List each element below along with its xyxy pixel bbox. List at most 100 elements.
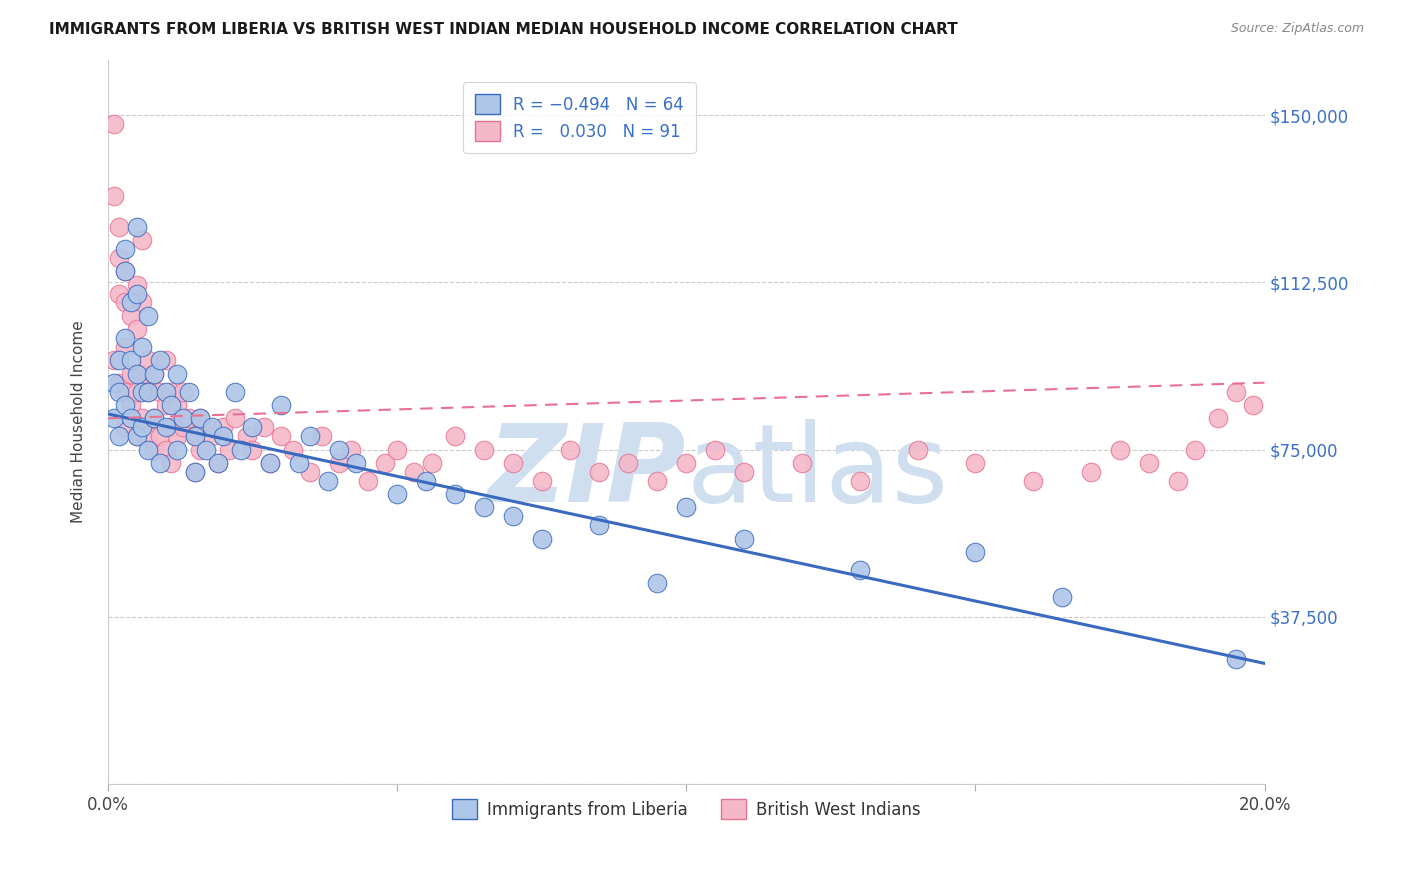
- Point: [188, 411, 211, 425]
- Point: [143, 442, 166, 457]
- Point: [299, 465, 322, 479]
- Point: [136, 384, 159, 399]
- Point: [195, 420, 218, 434]
- Point: [645, 576, 668, 591]
- Point: [253, 420, 276, 434]
- Point: [120, 367, 142, 381]
- Point: [207, 456, 229, 470]
- Point: [125, 286, 148, 301]
- Legend: Immigrants from Liberia, British West Indians: Immigrants from Liberia, British West In…: [446, 792, 927, 826]
- Point: [125, 384, 148, 399]
- Point: [443, 487, 465, 501]
- Point: [114, 384, 136, 399]
- Text: atlas: atlas: [686, 419, 948, 525]
- Point: [120, 309, 142, 323]
- Point: [385, 487, 408, 501]
- Point: [125, 429, 148, 443]
- Point: [149, 456, 172, 470]
- Point: [177, 411, 200, 425]
- Point: [472, 442, 495, 457]
- Point: [240, 420, 263, 434]
- Point: [125, 367, 148, 381]
- Point: [108, 353, 131, 368]
- Point: [472, 500, 495, 515]
- Point: [172, 384, 194, 399]
- Point: [270, 429, 292, 443]
- Point: [103, 376, 125, 390]
- Point: [143, 367, 166, 381]
- Point: [103, 117, 125, 131]
- Point: [136, 353, 159, 368]
- Point: [183, 429, 205, 443]
- Point: [143, 367, 166, 381]
- Point: [125, 429, 148, 443]
- Point: [316, 474, 339, 488]
- Point: [108, 286, 131, 301]
- Point: [259, 456, 281, 470]
- Point: [385, 442, 408, 457]
- Text: ZIP: ZIP: [488, 419, 686, 525]
- Point: [131, 384, 153, 399]
- Text: Source: ZipAtlas.com: Source: ZipAtlas.com: [1230, 22, 1364, 36]
- Point: [195, 442, 218, 457]
- Point: [1050, 590, 1073, 604]
- Point: [108, 376, 131, 390]
- Point: [136, 384, 159, 399]
- Point: [166, 429, 188, 443]
- Point: [281, 442, 304, 457]
- Point: [160, 456, 183, 470]
- Point: [131, 420, 153, 434]
- Point: [212, 429, 235, 443]
- Point: [1022, 474, 1045, 488]
- Point: [848, 563, 870, 577]
- Point: [675, 500, 697, 515]
- Point: [136, 429, 159, 443]
- Point: [120, 295, 142, 310]
- Point: [207, 456, 229, 470]
- Point: [160, 398, 183, 412]
- Point: [240, 442, 263, 457]
- Point: [131, 233, 153, 247]
- Point: [172, 420, 194, 434]
- Point: [212, 420, 235, 434]
- Point: [420, 456, 443, 470]
- Point: [224, 384, 246, 399]
- Point: [645, 474, 668, 488]
- Point: [443, 429, 465, 443]
- Point: [155, 398, 177, 412]
- Point: [229, 442, 252, 457]
- Point: [114, 340, 136, 354]
- Point: [131, 295, 153, 310]
- Point: [617, 456, 640, 470]
- Point: [530, 474, 553, 488]
- Point: [965, 456, 987, 470]
- Point: [177, 384, 200, 399]
- Point: [502, 456, 524, 470]
- Point: [183, 465, 205, 479]
- Point: [357, 474, 380, 488]
- Point: [136, 442, 159, 457]
- Point: [149, 353, 172, 368]
- Point: [114, 295, 136, 310]
- Point: [530, 532, 553, 546]
- Point: [328, 442, 350, 457]
- Point: [125, 277, 148, 292]
- Point: [965, 545, 987, 559]
- Point: [172, 411, 194, 425]
- Point: [120, 398, 142, 412]
- Point: [415, 474, 437, 488]
- Point: [502, 509, 524, 524]
- Point: [224, 411, 246, 425]
- Point: [166, 367, 188, 381]
- Point: [160, 384, 183, 399]
- Point: [108, 251, 131, 265]
- Point: [114, 264, 136, 278]
- Point: [299, 429, 322, 443]
- Point: [114, 264, 136, 278]
- Point: [1109, 442, 1132, 457]
- Point: [907, 442, 929, 457]
- Text: IMMIGRANTS FROM LIBERIA VS BRITISH WEST INDIAN MEDIAN HOUSEHOLD INCOME CORRELATI: IMMIGRANTS FROM LIBERIA VS BRITISH WEST …: [49, 22, 957, 37]
- Point: [120, 353, 142, 368]
- Point: [218, 442, 240, 457]
- Point: [125, 322, 148, 336]
